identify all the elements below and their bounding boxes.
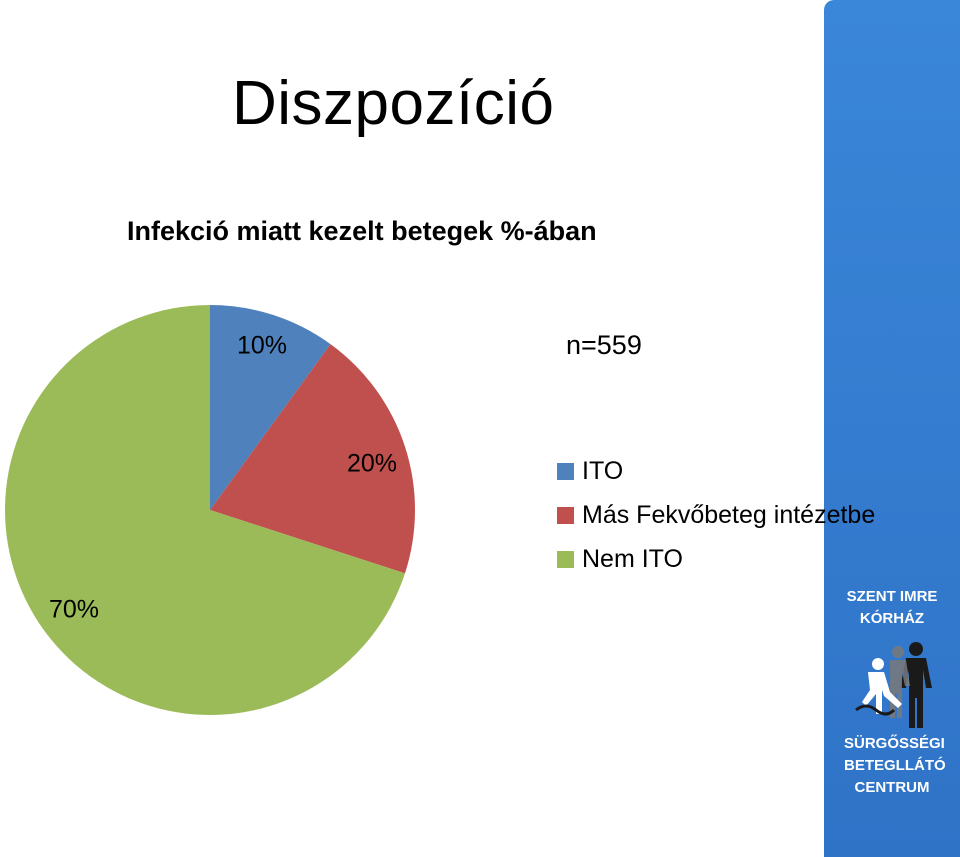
hospital-name: SZENT IMRE KÓRHÁZ xyxy=(846,588,938,627)
center-name: SÜRGŐSSÉGI BETEGLLÁTÓ CENTRUM xyxy=(844,735,946,796)
chart-title: Infekció miatt kezelt betegek %-ában xyxy=(127,216,597,246)
legend-item: Nem ITO xyxy=(557,537,875,581)
legend-swatch xyxy=(557,462,574,480)
legend-swatch xyxy=(557,506,574,524)
medical-figures-logo xyxy=(855,642,932,728)
sample-size-label: n=559 xyxy=(566,330,642,360)
legend-swatch xyxy=(557,550,574,568)
pie-slice-2 xyxy=(210,344,415,574)
data-label-3: 70% xyxy=(48,595,100,624)
slide-title: Diszpozíció xyxy=(232,69,555,138)
legend-label: Más Fekvőbeteg intézetbe xyxy=(582,500,876,529)
data-label-1: 10% xyxy=(236,331,288,360)
chart-legend: ITO Más Fekvőbeteg intézetbe Nem ITO xyxy=(557,449,875,581)
legend-label: ITO xyxy=(582,456,624,485)
pie-slice-3 xyxy=(4,305,405,715)
legend-label: Nem ITO xyxy=(582,544,683,573)
legend-item: Más Fekvőbeteg intézetbe xyxy=(557,493,875,537)
data-label-2: 20% xyxy=(346,449,398,478)
legend-item: ITO xyxy=(557,449,875,493)
pie-slice-1 xyxy=(210,305,331,510)
